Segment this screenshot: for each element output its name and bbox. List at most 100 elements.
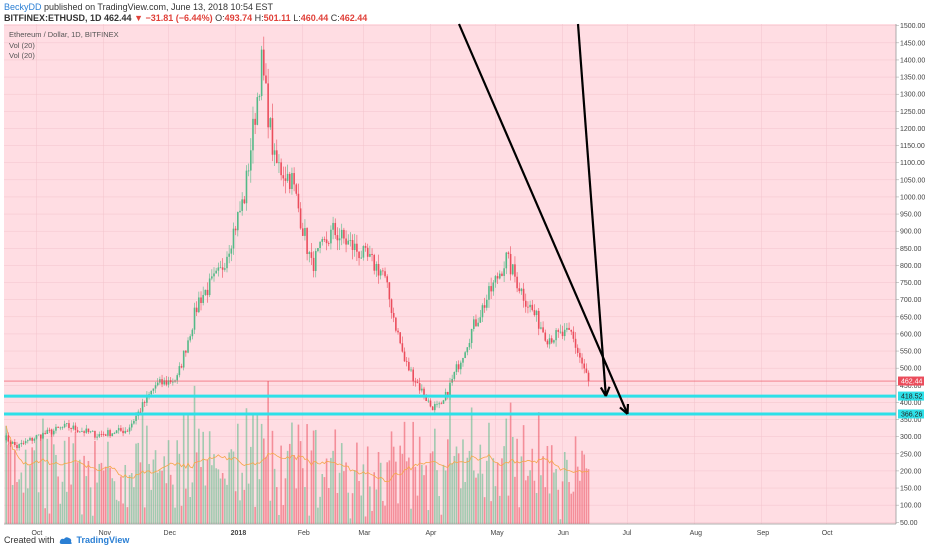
volume-bar xyxy=(321,474,324,524)
candle-body xyxy=(78,431,81,433)
trend-arrows[interactable] xyxy=(457,23,630,415)
volume-bar xyxy=(85,476,88,524)
volume-bar xyxy=(570,493,573,524)
volume-bar xyxy=(156,472,159,524)
volume-bar xyxy=(503,446,505,524)
volume-bar xyxy=(408,457,410,524)
volume-bar xyxy=(5,425,7,524)
volume-bar xyxy=(232,451,235,524)
volume-bar xyxy=(111,478,114,524)
price-tick-label: 950.00 xyxy=(900,212,922,219)
price-tick-label: 250.00 xyxy=(900,451,922,458)
candle-body xyxy=(449,382,451,396)
candle-body xyxy=(126,430,129,432)
candle-body xyxy=(215,270,217,274)
volume-bar xyxy=(57,476,59,524)
volume-bar xyxy=(555,468,557,524)
volume-bar xyxy=(388,460,391,524)
candle-body xyxy=(141,402,144,412)
candle-body xyxy=(61,427,64,429)
author-name[interactable]: BeckyDD xyxy=(4,2,42,12)
volume-bar xyxy=(544,487,547,524)
volume-bar xyxy=(401,453,404,524)
candle-body xyxy=(418,383,421,391)
candle-body xyxy=(535,310,538,316)
candle-body xyxy=(133,420,135,424)
candle-body xyxy=(317,247,319,252)
candle-body xyxy=(312,257,315,272)
candle-body xyxy=(524,300,527,307)
candle-body xyxy=(297,193,300,209)
candle-body xyxy=(208,278,211,296)
candle-body xyxy=(156,382,159,386)
down-arrow-icon: ▼ xyxy=(134,13,143,23)
volume-bar xyxy=(284,478,287,524)
volume-bar xyxy=(278,514,280,524)
volume-bar xyxy=(102,470,105,524)
volume-bar xyxy=(563,452,566,524)
volume-bar xyxy=(31,447,33,524)
volume-bar xyxy=(351,493,354,524)
candle-body xyxy=(22,442,25,444)
volume-bar xyxy=(524,480,527,524)
candle-body xyxy=(68,423,70,429)
candle-body xyxy=(332,222,334,230)
price-axis[interactable]: 1500.00 1450.00 1400.00 1350.00 1300.00 1250.… xyxy=(896,23,925,527)
volume-bar xyxy=(522,425,525,524)
time-tick-label: Oct xyxy=(31,530,42,537)
volume-bar xyxy=(349,518,352,524)
volume-bar xyxy=(254,506,256,524)
candle-body xyxy=(438,403,440,405)
volume-bar xyxy=(421,464,423,524)
volume-bar xyxy=(154,450,157,524)
volume-bar xyxy=(410,508,412,524)
time-tick-label: Mar xyxy=(358,530,371,537)
candle-body xyxy=(330,229,332,244)
candle-body xyxy=(553,340,555,343)
volume-bar xyxy=(585,468,588,524)
candle-body xyxy=(414,381,417,383)
volume-bar xyxy=(286,450,289,524)
volume-bar xyxy=(150,489,153,524)
cloud-icon xyxy=(59,536,72,544)
time-tick-label: Feb xyxy=(298,530,310,537)
volume-bar xyxy=(362,464,365,524)
volume-bar xyxy=(44,508,46,524)
high-value: 501.11 xyxy=(263,13,291,23)
volume-bar xyxy=(371,510,373,524)
candle-body xyxy=(466,347,469,353)
volume-bar xyxy=(511,436,514,524)
volume-bar xyxy=(304,487,306,524)
candle-body xyxy=(583,363,586,369)
candle-body xyxy=(250,150,252,171)
candle-body xyxy=(453,371,456,379)
volume-bar xyxy=(59,503,62,524)
volume-bar xyxy=(520,456,523,524)
candle-body xyxy=(542,327,544,333)
price-tick-label: 600.00 xyxy=(900,331,922,338)
tradingview-brand[interactable]: TradingView xyxy=(76,535,130,545)
volume-bar xyxy=(55,454,57,524)
time-tick-label: Dec xyxy=(164,530,177,537)
volume-bar xyxy=(384,505,386,524)
volume-bar xyxy=(442,464,445,524)
volume-bar xyxy=(405,461,408,524)
candle-body xyxy=(460,362,462,370)
candle-body xyxy=(46,429,49,434)
time-tick-label: Oct xyxy=(822,530,833,537)
volume-bar xyxy=(527,475,529,524)
volume-bar xyxy=(535,492,538,524)
candle-body xyxy=(382,270,384,272)
time-axis[interactable]: Oct Nov Dec 2018 Feb Mar Apr May Jun Jul Aug Sep Oct xyxy=(31,530,832,537)
volume-bar xyxy=(258,479,261,524)
candle-body xyxy=(505,252,508,269)
candle-body xyxy=(295,184,298,194)
volume-bar xyxy=(18,479,20,524)
candle-body xyxy=(120,428,122,431)
candle-body xyxy=(421,388,423,391)
candle-body xyxy=(447,391,449,396)
volume-bar xyxy=(319,496,321,524)
volume-bar xyxy=(165,483,168,524)
volume-bar xyxy=(301,468,304,524)
